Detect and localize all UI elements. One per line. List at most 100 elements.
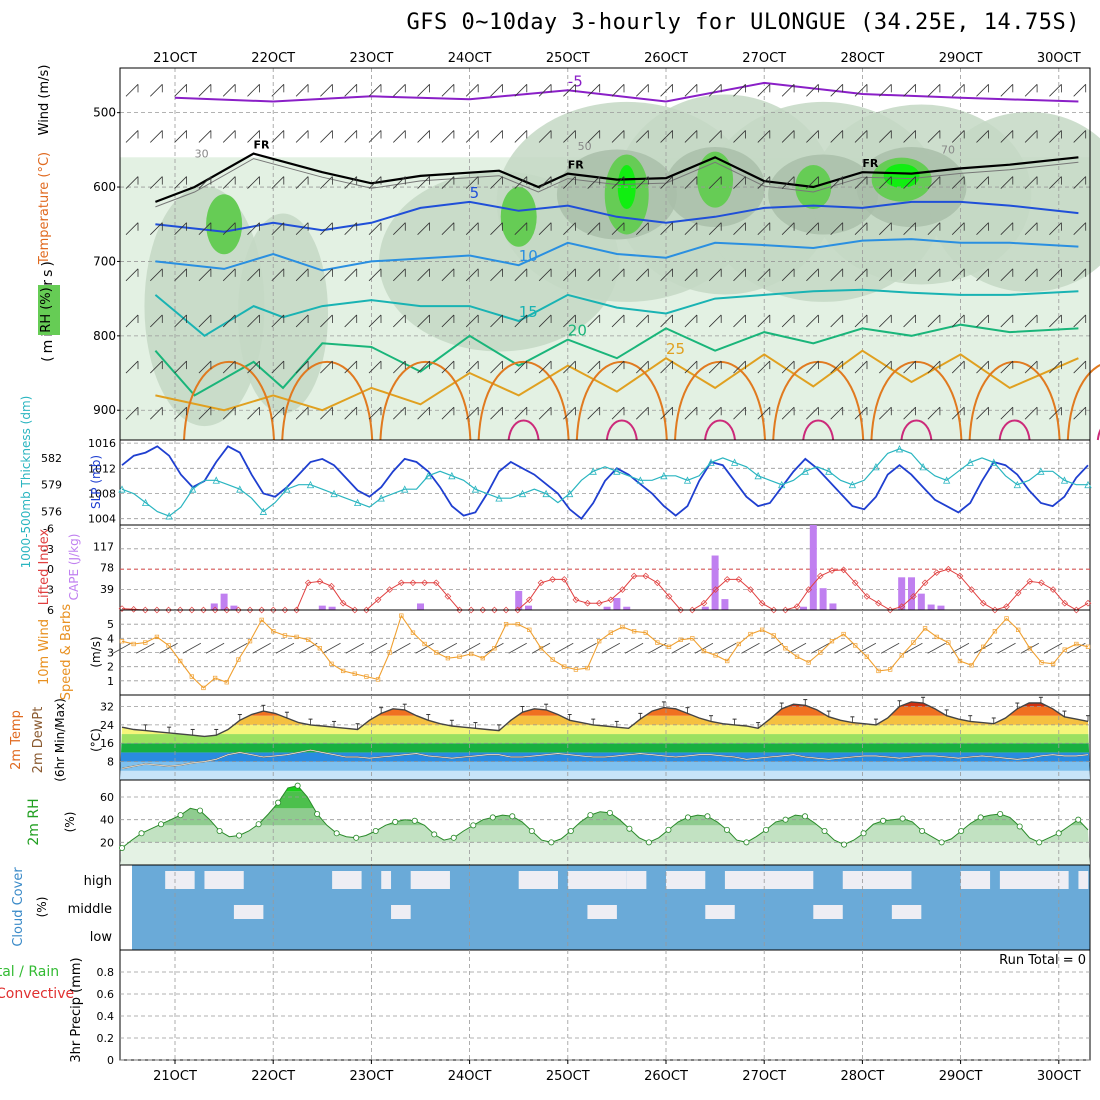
cloud-gap	[567, 871, 627, 889]
cape-bar	[711, 555, 719, 610]
top-date-label: 23OCT	[350, 51, 394, 66]
wind-barb	[806, 268, 819, 282]
wind-barb	[174, 360, 187, 374]
lifted-index-point	[956, 572, 964, 580]
wind-speed-point	[643, 630, 648, 635]
wind-barb	[636, 314, 649, 328]
wind-barb	[514, 176, 528, 189]
wind-barb	[1049, 130, 1062, 143]
rh2m-point	[255, 821, 262, 828]
lifted-index-point	[735, 576, 743, 583]
wind-barb	[295, 268, 309, 282]
wind-barb	[880, 642, 900, 654]
wind-barb	[733, 130, 746, 143]
cloud-axis-label: Cloud Cover	[11, 867, 26, 947]
pressure-tick-label: 600	[93, 180, 116, 194]
wind-barb	[150, 130, 163, 143]
wind-speed-point	[550, 657, 555, 662]
thickness-point	[872, 462, 880, 471]
temp-contour-line	[155, 349, 1079, 412]
wind-speed-point	[806, 660, 811, 665]
temp-contour-line	[154, 323, 1079, 397]
cloud-gap	[842, 871, 912, 889]
rh2m-point	[177, 812, 184, 819]
wind-barb	[903, 84, 916, 97]
wind-barb	[806, 176, 819, 189]
wind-speed-point	[899, 653, 904, 658]
wind-barb	[1024, 130, 1038, 143]
wind-barb	[611, 84, 625, 97]
wind-speed-point	[340, 668, 346, 674]
thickness-point	[966, 458, 974, 466]
temp-band	[120, 770, 1090, 780]
wind-barb	[112, 642, 132, 654]
rh-contour-label: 30	[195, 147, 209, 160]
temp-contour-line	[605, 419, 638, 441]
wind-barb	[1049, 268, 1062, 282]
wind-barb	[271, 360, 285, 374]
wind-barb	[636, 130, 649, 143]
rh2m-point	[626, 825, 633, 832]
wind-barb	[806, 84, 819, 97]
wind-barb	[806, 406, 819, 420]
rh2m-axis-label: 2m RH	[26, 798, 42, 845]
wind-speed-point	[887, 667, 893, 672]
wind-barb	[976, 360, 989, 374]
wind-barb	[708, 406, 722, 420]
lifted-index-point	[200, 606, 207, 614]
wind-speed-point	[701, 648, 707, 654]
rh2m-point	[860, 830, 867, 837]
dewpt-axis-label: 2m DewPt	[31, 707, 46, 774]
cape-tick-label: 117	[93, 540, 114, 553]
cape-bar	[819, 588, 827, 610]
lifted-index-point	[456, 606, 463, 614]
li-axis-label: Lifted Index	[37, 528, 52, 605]
precip-convective-label: Convective	[0, 986, 74, 1002]
wind-barb	[393, 176, 406, 189]
rh2m-point	[880, 817, 887, 824]
lifted-index-point	[979, 599, 987, 607]
rh2m-point	[606, 809, 613, 816]
wind-speed-point	[399, 613, 404, 618]
wind-speed-point	[410, 630, 416, 635]
wind-barb	[271, 268, 285, 282]
precip-tick-label: 0.4	[97, 1010, 115, 1023]
wind-barb	[271, 176, 285, 189]
wind-barb	[1024, 268, 1038, 282]
thickness-point	[259, 507, 268, 515]
thickness-point	[660, 471, 668, 480]
rh2m-point	[509, 813, 516, 820]
wind-speed-point	[794, 654, 800, 659]
lifted-index-point	[712, 586, 719, 593]
lifted-index-point	[351, 606, 359, 614]
temp-band	[120, 724, 1090, 735]
wind-speed-point	[154, 634, 160, 640]
wind-barb	[684, 176, 698, 189]
temp-band	[120, 701, 1090, 707]
wind-barb	[393, 222, 406, 235]
pressure-tick-label: 900	[93, 403, 116, 417]
wind-barb	[417, 176, 430, 189]
wind-barb	[417, 222, 430, 235]
rh2m-point	[158, 821, 165, 828]
thickness-point	[401, 485, 409, 493]
wind-barb	[708, 130, 722, 143]
li-tick-label: -3	[43, 543, 54, 556]
thickness-point	[424, 471, 432, 480]
precip-tick-label: 0.6	[97, 988, 115, 1001]
lifted-index-point	[1026, 578, 1034, 585]
wind-tick-label: 5	[107, 618, 114, 631]
slp-tick-label: 1012	[88, 462, 116, 475]
lifted-index-point	[723, 576, 731, 583]
thickness-point	[919, 462, 927, 471]
thickness-point	[1060, 476, 1069, 484]
rh-band	[120, 825, 1090, 843]
wind-speed-point	[434, 650, 439, 655]
wind-barb	[951, 84, 965, 97]
wind-barb	[1073, 360, 1086, 374]
wind-speed-point	[306, 637, 311, 642]
lifted-index-point	[491, 606, 498, 614]
wind-barb	[514, 222, 528, 235]
wind-speed-point	[864, 654, 870, 659]
wind-barb	[368, 360, 382, 374]
